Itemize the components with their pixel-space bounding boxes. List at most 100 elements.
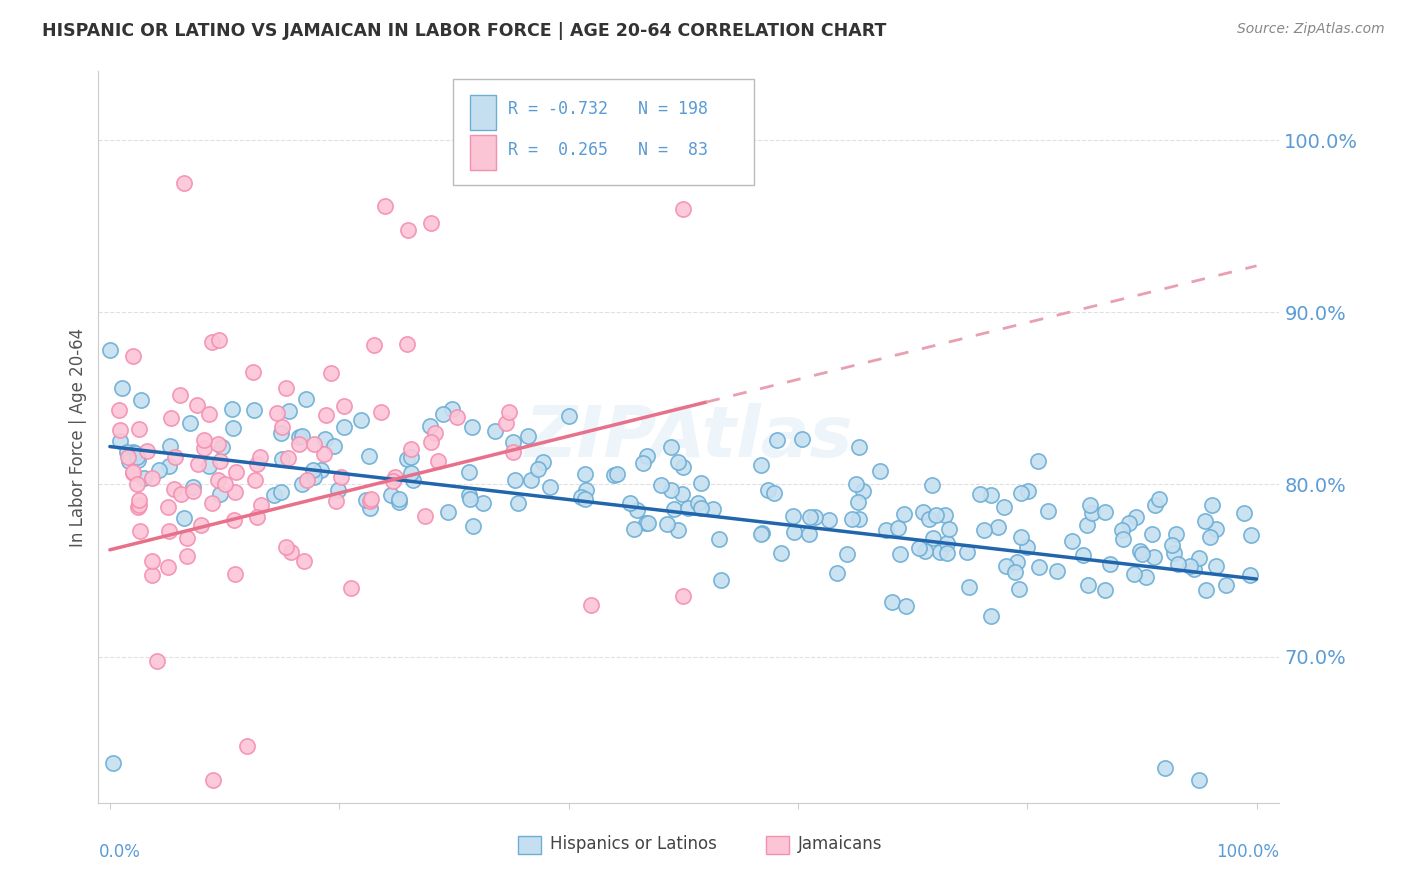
Point bbox=[356, 493, 378, 508]
Point bbox=[882, 595, 904, 609]
Point bbox=[918, 512, 941, 526]
Point bbox=[357, 450, 380, 464]
Point bbox=[207, 437, 229, 451]
Point bbox=[749, 458, 772, 472]
Point bbox=[690, 501, 713, 516]
Point bbox=[222, 421, 245, 435]
Point bbox=[527, 462, 550, 476]
Point bbox=[396, 223, 419, 237]
Point bbox=[291, 429, 314, 443]
Point bbox=[690, 476, 713, 491]
Point bbox=[297, 474, 319, 488]
Point bbox=[148, 463, 170, 477]
Point bbox=[709, 532, 731, 546]
Point bbox=[159, 439, 181, 453]
Point bbox=[176, 531, 198, 545]
Point bbox=[889, 548, 911, 562]
Point bbox=[1094, 505, 1116, 519]
Point bbox=[835, 547, 858, 561]
Point bbox=[1005, 555, 1028, 569]
Point bbox=[315, 408, 337, 422]
Point bbox=[125, 450, 148, 464]
Point bbox=[799, 510, 821, 524]
Point bbox=[458, 491, 481, 506]
Point bbox=[446, 409, 468, 424]
Point bbox=[1004, 565, 1026, 579]
Point bbox=[457, 465, 479, 479]
FancyBboxPatch shape bbox=[766, 836, 789, 854]
Text: ZIPAtlas: ZIPAtlas bbox=[524, 402, 853, 472]
Point bbox=[263, 488, 285, 502]
Point bbox=[1098, 557, 1121, 571]
Point bbox=[749, 526, 772, 541]
Point bbox=[626, 503, 648, 517]
Point bbox=[894, 599, 917, 613]
Point bbox=[350, 413, 373, 427]
Point bbox=[1240, 528, 1263, 542]
Point bbox=[207, 473, 229, 487]
Point bbox=[325, 493, 347, 508]
Point bbox=[851, 483, 873, 498]
Point bbox=[1199, 530, 1222, 544]
Point bbox=[502, 435, 524, 450]
Point bbox=[173, 176, 195, 190]
Point bbox=[1233, 506, 1256, 520]
Point bbox=[312, 447, 335, 461]
Point bbox=[956, 545, 979, 559]
Point bbox=[330, 470, 353, 484]
Point bbox=[1153, 761, 1175, 775]
Point bbox=[1163, 546, 1185, 560]
Point bbox=[314, 432, 336, 446]
Point bbox=[388, 494, 411, 508]
Point bbox=[575, 483, 598, 497]
Point bbox=[323, 439, 346, 453]
Point bbox=[846, 494, 869, 508]
Point bbox=[887, 520, 910, 534]
Point bbox=[291, 476, 314, 491]
Point bbox=[127, 453, 149, 467]
Point bbox=[1008, 582, 1031, 596]
Point bbox=[382, 474, 405, 488]
Point bbox=[783, 525, 806, 540]
Point bbox=[973, 523, 995, 537]
Point bbox=[1178, 558, 1201, 573]
Point bbox=[333, 419, 356, 434]
Point bbox=[702, 502, 724, 516]
Point bbox=[935, 546, 957, 560]
Point bbox=[1111, 523, 1133, 537]
Point bbox=[672, 459, 695, 474]
Point bbox=[569, 490, 592, 504]
Point bbox=[246, 510, 269, 524]
Point bbox=[921, 478, 943, 492]
Point bbox=[659, 441, 682, 455]
Point bbox=[498, 405, 520, 419]
Point bbox=[581, 598, 603, 612]
Point bbox=[436, 504, 458, 518]
Point bbox=[765, 434, 787, 448]
Point bbox=[631, 456, 654, 470]
Point bbox=[520, 474, 543, 488]
Point bbox=[402, 473, 425, 487]
Point bbox=[671, 487, 693, 501]
Point bbox=[118, 454, 141, 468]
Point bbox=[208, 487, 231, 501]
Point bbox=[110, 381, 132, 395]
Point bbox=[1188, 551, 1211, 566]
Point bbox=[1239, 567, 1261, 582]
Point bbox=[108, 434, 131, 448]
Point bbox=[159, 459, 181, 474]
Point bbox=[115, 445, 138, 459]
Point bbox=[848, 512, 870, 526]
Point bbox=[848, 440, 870, 454]
Point bbox=[574, 491, 596, 506]
Text: 0.0%: 0.0% bbox=[98, 843, 141, 861]
Point bbox=[380, 488, 402, 502]
Point bbox=[756, 483, 779, 497]
Point bbox=[769, 546, 792, 560]
Point bbox=[619, 496, 641, 510]
Point bbox=[636, 449, 658, 463]
Text: R =  0.265   N =  83: R = 0.265 N = 83 bbox=[508, 141, 709, 160]
Y-axis label: In Labor Force | Age 20-64: In Labor Force | Age 20-64 bbox=[69, 327, 87, 547]
Point bbox=[603, 467, 626, 482]
Point bbox=[197, 407, 219, 421]
